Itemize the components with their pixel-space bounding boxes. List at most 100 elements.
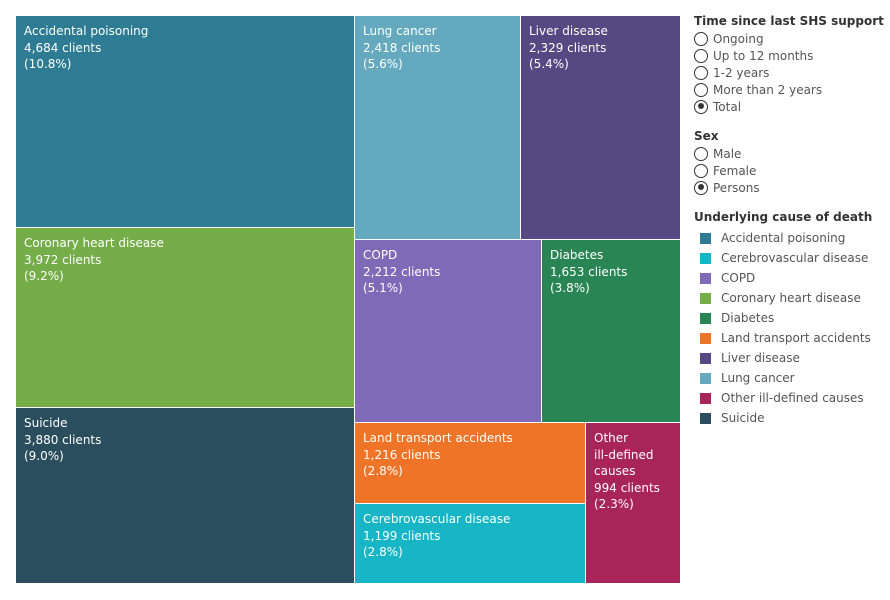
treemap-tile-cerebrovascular-disease[interactable]: Cerebrovascular disease 1,199 clients (2.8… [355,504,586,584]
tile-label: Diabetes [550,248,604,262]
time-option-label: 1-2 years [713,65,770,80]
sex-option[interactable]: Female [694,162,884,179]
legend-swatch [700,292,711,304]
legend-swatch [700,372,711,384]
tile-label: COPD [363,248,398,262]
legend-item[interactable]: Other ill-defined causes [694,388,884,408]
tile-share: (2.3%) [594,497,634,511]
legend-item-label: Lung cancer [721,371,795,385]
sex-option-label: Female [713,163,757,178]
sex-option[interactable]: Persons [694,179,884,196]
time-filter-title: Time since last SHS support [694,14,884,28]
tile-label: Lung cancer [363,24,437,38]
color-legend: Underlying cause of death Accidental poi… [694,210,884,428]
treemap-tile-coronary-heart-disease[interactable]: Coronary heart disease 3,972 clients (9.2%… [16,228,355,408]
legend-item[interactable]: Suicide [694,408,884,428]
legend-swatch [700,332,711,344]
tile-label: Suicide [24,416,68,430]
treemap-tile-copd[interactable]: COPD 2,212 clients (5.1%) [355,240,542,423]
legend-swatch [700,312,711,324]
legend-item[interactable]: Land transport accidents [694,328,884,348]
legend-item-label: Cerebrovascular disease [721,251,869,265]
legend-item-label: Other ill-defined causes [721,391,864,405]
legend-item[interactable]: COPD [694,268,884,288]
radio-button-icon[interactable] [694,163,708,178]
tile-share: (9.0%) [24,449,64,463]
legend-item-label: Suicide [721,411,765,425]
tile-share: (3.8%) [550,281,590,295]
tile-share: (10.8%) [24,57,72,71]
legend-item-label: Liver disease [721,351,800,365]
treemap-tile-suicide[interactable]: Suicide 3,880 clients (9.0%) [16,408,355,584]
radio-button-icon[interactable] [694,48,708,63]
tile-share: (5.6%) [363,57,403,71]
tile-label: Liver disease [529,24,608,38]
legend-title: Underlying cause of death [694,210,873,224]
sex-filter: Sex Male Female Persons [694,129,884,196]
legend-swatch [700,352,711,364]
legend-item-label: Coronary heart disease [721,291,861,305]
tile-clients: 3,880 clients [24,432,102,447]
treemap-tile-liver-disease[interactable]: Liver disease 2,329 clients (5.4%) [521,16,681,240]
tile-clients: 2,329 clients [529,40,607,55]
legend-item[interactable]: Cerebrovascular disease [694,248,884,268]
legend-item[interactable]: Coronary heart disease [694,288,884,308]
time-option[interactable]: More than 2 years [694,81,884,98]
legend-item-label: COPD [721,271,756,285]
treemap-tile-diabetes[interactable]: Diabetes 1,653 clients (3.8%) [542,240,681,423]
tile-label: Cerebrovascular disease [363,512,511,526]
tile-share: (2.8%) [363,464,403,478]
legend-swatch [700,392,711,404]
legend-item[interactable]: Accidental poisoning [694,228,884,248]
legend-item-label: Land transport accidents [721,331,871,345]
treemap-tile-other-ill-defined-causes[interactable]: Other ill-defined causes 994 clients (2.3%… [586,423,681,584]
tile-share: (2.8%) [363,545,403,559]
sex-option[interactable]: Male [694,145,884,162]
tile-clients: 1,199 clients [363,528,441,543]
radio-button-icon[interactable] [694,180,708,195]
sex-option-label: Male [713,146,742,161]
legend-item[interactable]: Diabetes [694,308,884,328]
tile-clients: 994 clients [594,480,660,495]
time-option-label: Total [713,99,742,114]
treemap-tile-lung-cancer[interactable]: Lung cancer 2,418 clients (5.6%) [355,16,521,240]
treemap-chart: Accidental poisoning 4,684 clients (10.8%)… [16,16,681,584]
sex-option-label: Persons [713,180,760,195]
time-option[interactable]: 1-2 years [694,64,884,81]
tile-clients: 3,972 clients [24,252,102,267]
legend-swatch [700,412,711,424]
radio-button-icon[interactable] [694,146,708,161]
time-option[interactable]: Up to 12 months [694,47,884,64]
treemap-tile-accidental-poisoning[interactable]: Accidental poisoning 4,684 clients (10.8%) [16,16,355,228]
legend-swatch [700,272,711,284]
tile-clients: 2,212 clients [363,264,441,279]
tile-clients: 1,216 clients [363,447,441,462]
legend-item-label: Diabetes [721,311,775,325]
tile-label: Accidental poisoning [24,24,149,38]
tile-clients: 4,684 clients [24,40,102,55]
legend-swatch [700,232,711,244]
tile-label: Land transport accidents [363,431,513,445]
radio-button-icon[interactable] [694,99,708,114]
time-option-label: More than 2 years [713,82,823,97]
time-option-label: Up to 12 months [713,48,814,63]
filter-panel: Time since last SHS support Ongoing Up to… [694,14,884,442]
radio-button-icon[interactable] [694,31,708,46]
legend-item[interactable]: Liver disease [694,348,884,368]
time-option-label: Ongoing [713,31,764,46]
time-option[interactable]: Total [694,98,884,115]
tile-clients: 1,653 clients [550,264,628,279]
treemap-tile-land-transport-accidents[interactable]: Land transport accidents 1,216 clients (2.… [355,423,586,504]
time-filter: Time since last SHS support Ongoing Up to… [694,14,884,115]
legend-item-label: Accidental poisoning [721,231,846,245]
radio-button-icon[interactable] [694,65,708,80]
legend-item[interactable]: Lung cancer [694,368,884,388]
tile-share: (9.2%) [24,269,64,283]
tile-label: Other ill-defined causes [594,431,654,478]
time-option[interactable]: Ongoing [694,30,884,47]
sex-filter-title: Sex [694,129,719,143]
radio-button-icon[interactable] [694,82,708,97]
legend-swatch [700,252,711,264]
tile-clients: 2,418 clients [363,40,441,55]
tile-share: (5.1%) [363,281,403,295]
